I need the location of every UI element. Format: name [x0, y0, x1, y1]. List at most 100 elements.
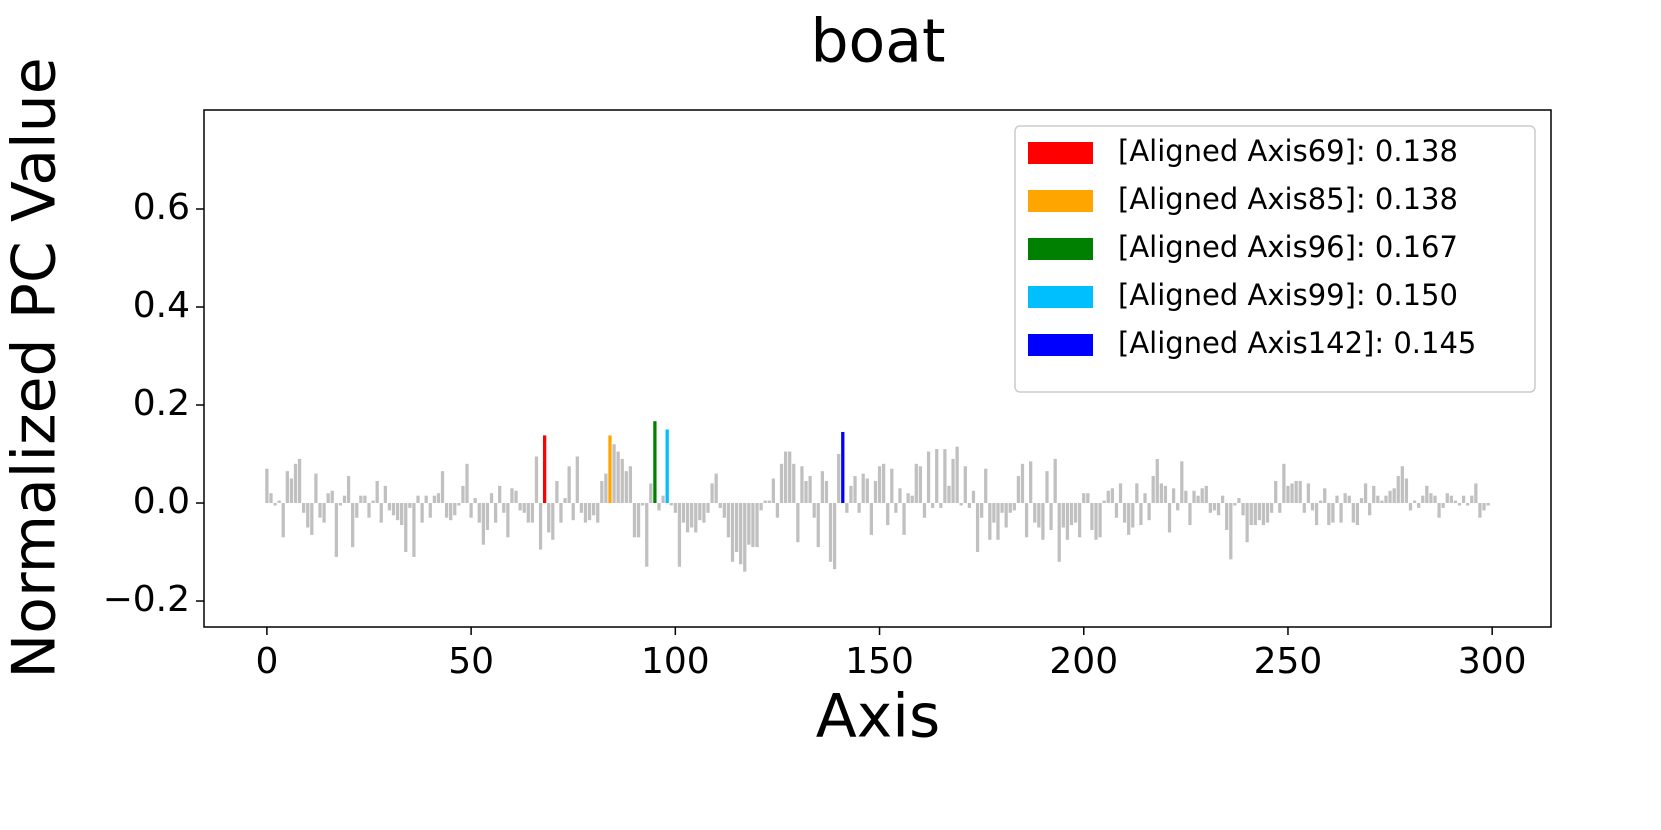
bar: [641, 503, 645, 506]
bar: [387, 503, 392, 511]
bar: [277, 500, 281, 504]
bar: [281, 503, 285, 538]
bar: [877, 466, 882, 504]
bar: [551, 503, 555, 540]
bar: [1408, 503, 1413, 511]
bar: [1204, 485, 1208, 504]
plot-frame: [203, 109, 1552, 628]
bar: [1351, 503, 1355, 523]
bar: [1139, 503, 1143, 526]
bar: [1290, 483, 1294, 504]
bar: [951, 458, 955, 504]
bar: [293, 463, 298, 504]
bar: [534, 456, 539, 504]
legend-swatch: [1028, 286, 1093, 308]
x-tick-label: 0: [255, 641, 278, 682]
y-axis-label: Normalized PC Value: [0, 57, 70, 678]
bar: [592, 503, 596, 516]
bar: [555, 480, 559, 504]
bar: [449, 503, 453, 521]
bar: [1086, 493, 1090, 504]
bar: [963, 466, 967, 504]
bar: [792, 463, 796, 504]
bar: [436, 493, 441, 504]
bar: [440, 471, 445, 504]
bar: [1131, 503, 1135, 528]
bar: [828, 503, 833, 562]
bar: [1110, 488, 1114, 504]
highlight-bar: [608, 435, 612, 504]
bar: [743, 503, 747, 572]
bar: [779, 463, 784, 504]
bar: [559, 503, 563, 523]
bar: [1274, 480, 1278, 504]
bar: [824, 480, 829, 504]
bar: [1478, 503, 1482, 518]
bar: [1184, 490, 1188, 504]
bar: [1094, 503, 1098, 540]
bar: [383, 485, 387, 504]
bar: [1392, 488, 1396, 504]
bar: [465, 463, 469, 504]
bar: [706, 503, 710, 513]
highlight-bar: [841, 431, 845, 504]
bar: [289, 478, 294, 504]
bar: [1278, 503, 1282, 513]
bar: [649, 483, 653, 504]
bar: [326, 493, 330, 504]
bar: [1229, 503, 1233, 560]
bar: [310, 503, 314, 535]
bar: [322, 503, 326, 523]
bar: [1143, 493, 1147, 504]
bar: [669, 503, 673, 506]
bar: [1425, 485, 1429, 504]
bar: [763, 500, 767, 504]
bar: [898, 488, 902, 504]
bar: [988, 503, 992, 540]
bar: [469, 503, 473, 518]
bar: [1449, 495, 1453, 504]
bar: [1417, 503, 1421, 508]
bar: [718, 503, 722, 508]
bar: [412, 503, 416, 557]
y-tick-label: 0.2: [133, 383, 190, 424]
bar: [722, 503, 726, 518]
bar: [800, 466, 804, 504]
bar: [269, 493, 273, 504]
bar: [1200, 488, 1204, 504]
bar: [943, 449, 947, 504]
bar: [1073, 503, 1078, 523]
legend-label: [Aligned Axis85]: 0.138: [1118, 182, 1458, 216]
bar: [1457, 503, 1462, 506]
bar: [351, 503, 355, 548]
bar: [984, 468, 988, 504]
bar: [1327, 503, 1331, 526]
bar: [297, 458, 302, 504]
bar: [1188, 503, 1192, 526]
bar: [902, 503, 906, 535]
bar: [816, 503, 820, 548]
bar: [1363, 483, 1368, 504]
bar: [1098, 503, 1102, 538]
bar: [996, 503, 1000, 540]
bar: [461, 485, 465, 504]
bar: [302, 503, 306, 513]
bar: [408, 503, 412, 508]
bar: [1114, 503, 1119, 518]
bar: [1302, 503, 1306, 513]
bar: [788, 451, 792, 504]
legend-label: [Aligned Axis69]: 0.138: [1118, 134, 1458, 168]
bar: [1347, 495, 1351, 504]
bar: [759, 503, 763, 511]
bar: [1167, 503, 1172, 533]
bar: [538, 503, 543, 550]
bar: [342, 495, 347, 504]
bar: [959, 503, 963, 506]
bar: [922, 503, 927, 518]
bar: [1090, 503, 1094, 530]
bar: [894, 503, 898, 513]
bar: [583, 503, 588, 523]
bar: [1147, 503, 1151, 521]
bar: [489, 493, 494, 504]
